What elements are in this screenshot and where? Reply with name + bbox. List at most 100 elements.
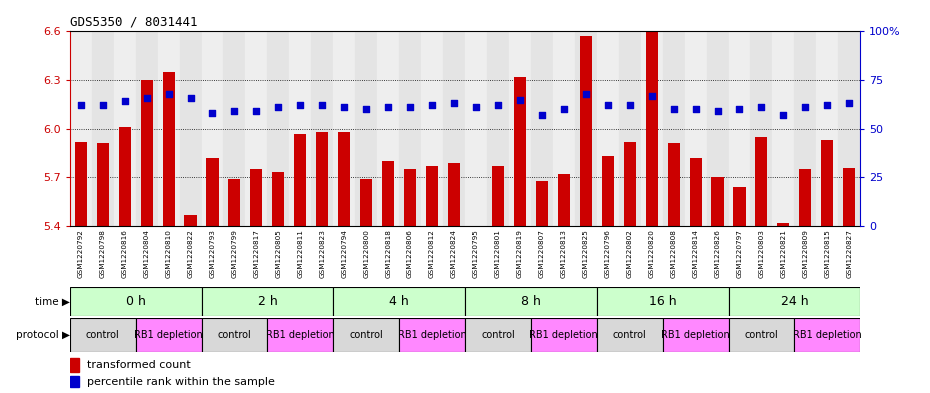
Bar bbox=[333, 287, 465, 316]
Bar bbox=[202, 287, 333, 316]
Bar bbox=[794, 31, 817, 226]
Bar bbox=[70, 318, 136, 352]
Bar bbox=[728, 318, 794, 352]
Bar bbox=[689, 158, 701, 226]
Bar bbox=[250, 169, 262, 226]
Text: 0 h: 0 h bbox=[126, 295, 146, 308]
Bar bbox=[179, 31, 202, 226]
Bar bbox=[443, 31, 465, 226]
Point bbox=[95, 102, 110, 108]
Bar bbox=[597, 31, 618, 226]
Bar bbox=[355, 31, 378, 226]
Bar bbox=[382, 161, 394, 226]
Text: percentile rank within the sample: percentile rank within the sample bbox=[87, 377, 275, 387]
Text: RB1 depletion: RB1 depletion bbox=[529, 330, 598, 340]
Bar bbox=[597, 287, 728, 316]
Bar bbox=[844, 168, 856, 226]
Bar bbox=[624, 142, 636, 226]
Text: 8 h: 8 h bbox=[521, 295, 541, 308]
Bar bbox=[360, 179, 372, 226]
Point bbox=[732, 106, 747, 112]
Bar bbox=[509, 31, 531, 226]
Bar bbox=[728, 31, 751, 226]
Point bbox=[776, 112, 790, 118]
Text: RB1 depletion: RB1 depletion bbox=[266, 330, 335, 340]
Bar bbox=[426, 166, 438, 226]
Text: 2 h: 2 h bbox=[258, 295, 277, 308]
Bar bbox=[70, 358, 79, 372]
Text: control: control bbox=[613, 330, 646, 340]
Point bbox=[754, 104, 769, 110]
Bar bbox=[645, 31, 658, 226]
Text: control: control bbox=[481, 330, 515, 340]
Point bbox=[556, 106, 571, 112]
Bar bbox=[70, 287, 202, 316]
Bar bbox=[531, 31, 552, 226]
Bar bbox=[799, 169, 811, 226]
Point bbox=[446, 100, 461, 107]
Bar bbox=[157, 31, 179, 226]
Bar bbox=[536, 181, 548, 226]
Point bbox=[205, 110, 219, 116]
Bar bbox=[70, 376, 79, 387]
Text: 4 h: 4 h bbox=[390, 295, 409, 308]
Bar bbox=[267, 318, 333, 352]
Point bbox=[644, 92, 659, 99]
Bar bbox=[92, 31, 113, 226]
Point bbox=[666, 106, 681, 112]
Bar bbox=[140, 80, 153, 226]
Point bbox=[622, 102, 637, 108]
Bar bbox=[794, 318, 860, 352]
Point bbox=[293, 102, 308, 108]
Bar bbox=[202, 31, 223, 226]
Bar bbox=[316, 132, 328, 226]
Bar bbox=[113, 31, 136, 226]
Bar bbox=[531, 318, 597, 352]
Text: control: control bbox=[350, 330, 383, 340]
Bar bbox=[579, 36, 591, 226]
Bar bbox=[470, 226, 482, 231]
Bar bbox=[399, 318, 465, 352]
Text: time ▶: time ▶ bbox=[34, 297, 70, 307]
Point bbox=[183, 94, 198, 101]
Bar bbox=[728, 287, 860, 316]
Bar bbox=[378, 31, 399, 226]
Bar bbox=[668, 143, 680, 226]
Point bbox=[842, 100, 857, 107]
Bar bbox=[492, 166, 504, 226]
Point bbox=[469, 104, 484, 110]
Bar bbox=[74, 142, 86, 226]
Point bbox=[535, 112, 550, 118]
Bar bbox=[246, 31, 267, 226]
Bar bbox=[773, 31, 794, 226]
Point bbox=[140, 94, 154, 101]
Bar bbox=[465, 287, 597, 316]
Bar bbox=[294, 134, 306, 226]
Point bbox=[688, 106, 703, 112]
Bar bbox=[272, 173, 285, 226]
Bar bbox=[734, 187, 746, 226]
Bar bbox=[707, 31, 728, 226]
Bar bbox=[448, 163, 460, 226]
Bar bbox=[465, 318, 531, 352]
Bar bbox=[602, 156, 614, 226]
Bar bbox=[421, 31, 443, 226]
Bar bbox=[751, 31, 773, 226]
Point bbox=[820, 102, 835, 108]
Bar bbox=[184, 215, 196, 226]
Text: 24 h: 24 h bbox=[780, 295, 808, 308]
Bar bbox=[404, 169, 416, 226]
Bar bbox=[339, 132, 351, 226]
Text: control: control bbox=[745, 330, 778, 340]
Bar bbox=[206, 158, 219, 226]
Bar bbox=[618, 31, 641, 226]
Bar bbox=[119, 127, 131, 226]
Bar bbox=[558, 174, 570, 226]
Text: RB1 depletion: RB1 depletion bbox=[661, 330, 730, 340]
Bar bbox=[97, 143, 109, 226]
Point bbox=[490, 102, 505, 108]
Text: 16 h: 16 h bbox=[649, 295, 676, 308]
Bar bbox=[641, 31, 662, 226]
Point bbox=[600, 102, 615, 108]
Point bbox=[227, 108, 242, 114]
